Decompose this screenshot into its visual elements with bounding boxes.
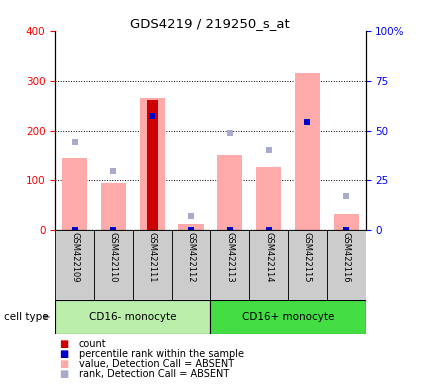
Point: [187, 214, 194, 220]
Bar: [62, 158, 87, 230]
Text: GSM422114: GSM422114: [264, 232, 273, 283]
Point: [343, 227, 349, 233]
Point: [265, 146, 272, 152]
Point: [304, 119, 311, 125]
Text: percentile rank within the sample: percentile rank within the sample: [79, 349, 244, 359]
Bar: [288, 230, 327, 300]
Point: [71, 139, 78, 145]
Text: GSM422112: GSM422112: [187, 232, 196, 283]
Point: [227, 227, 233, 233]
Bar: [210, 230, 249, 300]
Bar: [55, 230, 94, 300]
Bar: [101, 183, 126, 230]
Bar: [94, 230, 133, 300]
Point: [187, 227, 194, 233]
Point: [265, 227, 272, 233]
Bar: [217, 154, 242, 230]
Text: value, Detection Call = ABSENT: value, Detection Call = ABSENT: [79, 359, 234, 369]
Bar: [133, 230, 172, 300]
Point: [71, 227, 78, 233]
Point: [110, 169, 117, 175]
Point: [304, 119, 311, 125]
Bar: [178, 224, 204, 230]
Text: GSM422116: GSM422116: [342, 232, 351, 283]
Text: GSM422113: GSM422113: [225, 232, 234, 283]
Point: [149, 113, 156, 119]
Text: CD16- monocyte: CD16- monocyte: [89, 312, 176, 322]
Bar: [295, 73, 320, 230]
Text: GSM422111: GSM422111: [148, 232, 157, 283]
Bar: [334, 214, 359, 230]
Bar: [172, 230, 210, 300]
Point: [149, 111, 156, 118]
Text: count: count: [79, 339, 106, 349]
Text: ■: ■: [60, 359, 69, 369]
Text: GSM422109: GSM422109: [70, 232, 79, 283]
Bar: [147, 99, 158, 230]
Bar: [256, 167, 281, 230]
Bar: [139, 98, 165, 230]
Text: GSM422110: GSM422110: [109, 232, 118, 283]
Text: rank, Detection Call = ABSENT: rank, Detection Call = ABSENT: [79, 369, 229, 379]
Bar: [249, 230, 288, 300]
Point: [227, 130, 233, 136]
Text: CD16+ monocyte: CD16+ monocyte: [242, 312, 334, 322]
Bar: [327, 230, 366, 300]
Bar: [210, 300, 366, 334]
Text: cell type: cell type: [4, 312, 49, 322]
Point: [110, 227, 117, 233]
Text: GSM422115: GSM422115: [303, 232, 312, 283]
Point: [343, 194, 349, 200]
Title: GDS4219 / 219250_s_at: GDS4219 / 219250_s_at: [130, 17, 290, 30]
Text: ■: ■: [60, 339, 69, 349]
Text: ■: ■: [60, 369, 69, 379]
Bar: [55, 300, 210, 334]
Text: ■: ■: [60, 349, 69, 359]
